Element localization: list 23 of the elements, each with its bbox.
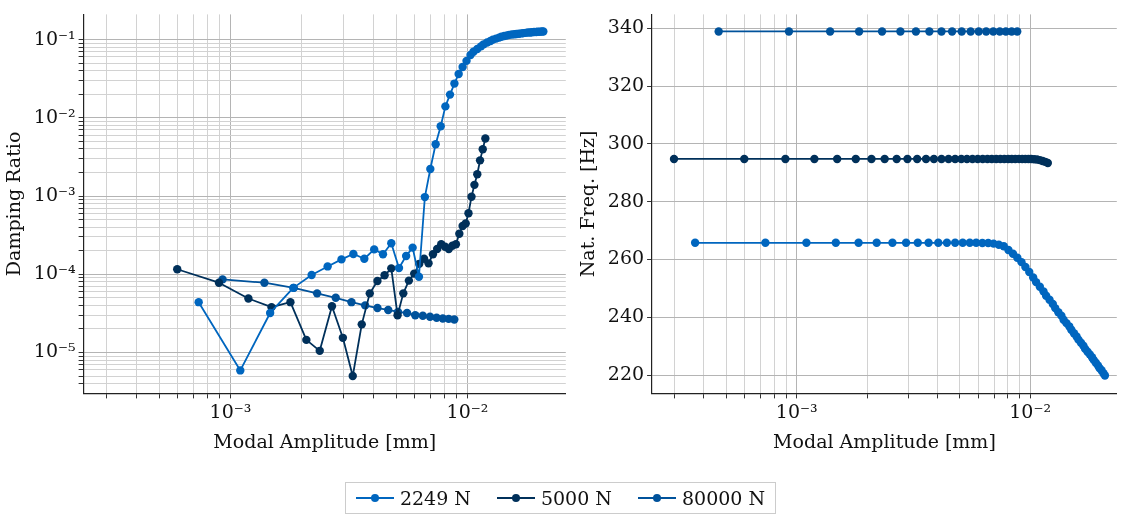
y-tick-label: 220 — [607, 362, 645, 385]
x-tick-label: 10⁻³ — [209, 399, 252, 422]
y-tick-label: 10⁻⁵ — [33, 339, 76, 362]
y-tick-label: 10⁻⁴ — [33, 261, 76, 284]
y-tick-label: 10⁻² — [33, 104, 76, 127]
x-axis-title: Modal Amplitude [mm] — [213, 429, 437, 452]
legend-label: 80000 N — [681, 487, 766, 509]
legend-label: 2249 N — [399, 487, 471, 509]
x-axis-title: Modal Amplitude [mm] — [773, 429, 996, 452]
y-axis-title: Damping Ratio — [2, 131, 25, 277]
legend-label: 5000 N — [540, 487, 612, 509]
x-tick-label: 10⁻² — [446, 399, 489, 422]
y-tick-label: 340 — [607, 15, 645, 38]
y-axis-title: Nat. Freq. [Hz] — [576, 130, 599, 278]
y-tick-label: 10⁻¹ — [33, 26, 76, 49]
y-tick-label: 10⁻³ — [33, 182, 76, 205]
y-tick-label: 260 — [607, 246, 645, 269]
y-tick-label: 320 — [607, 73, 645, 96]
y-tick-label: 240 — [607, 304, 645, 327]
y-tick-label: 300 — [607, 130, 645, 153]
x-tick-label: 10⁻² — [1009, 399, 1052, 422]
x-tick-label: 10⁻³ — [775, 399, 818, 422]
y-tick-label: 280 — [607, 188, 645, 211]
